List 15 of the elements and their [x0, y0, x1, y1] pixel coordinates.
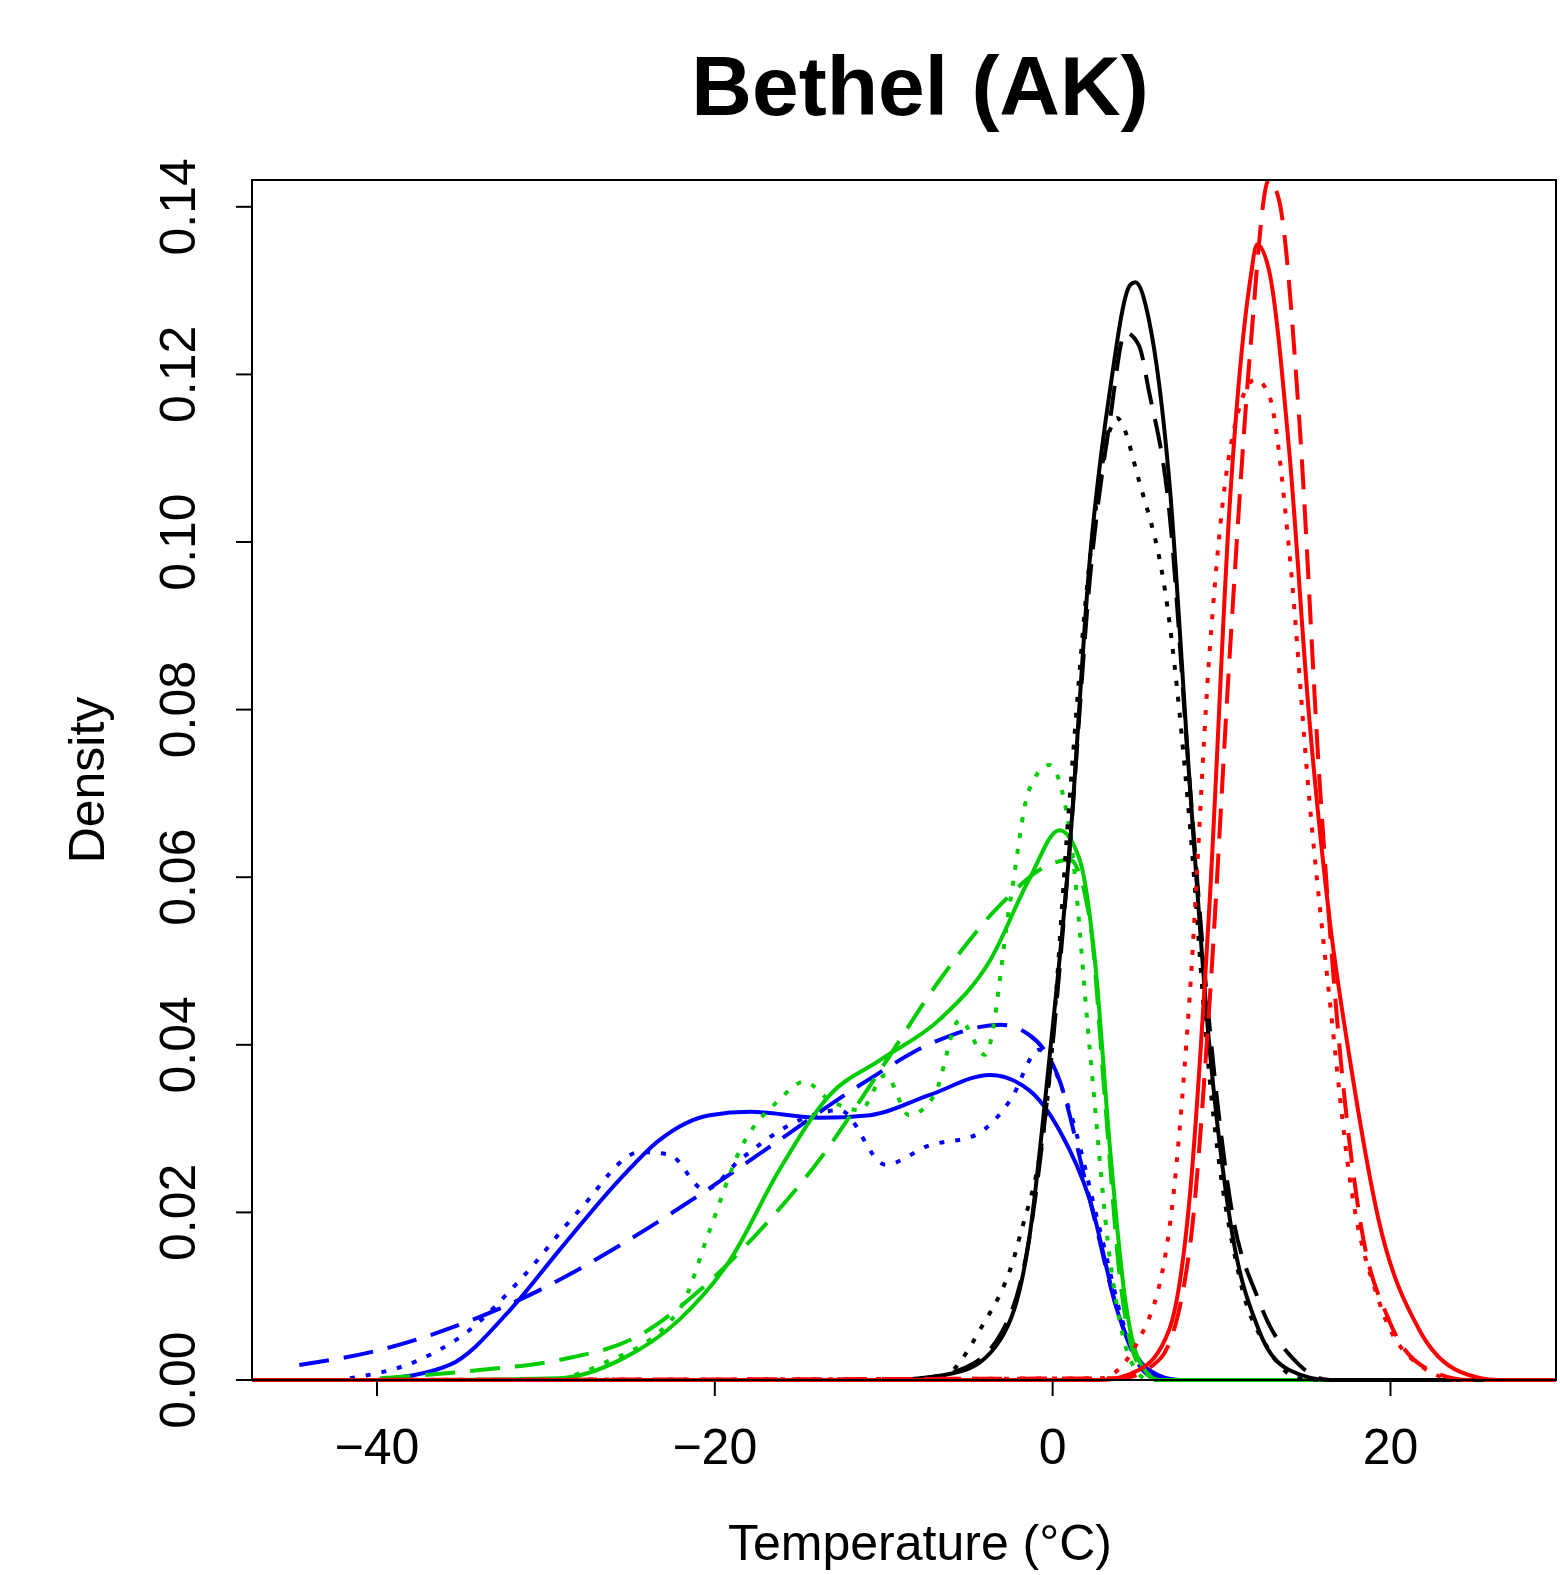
y-tick-label: 0.06: [150, 828, 206, 926]
y-tick-label: 0.14: [150, 158, 206, 256]
y-tick-label: 0.00: [150, 1331, 206, 1429]
x-tick-label: 0: [1038, 1419, 1067, 1475]
y-tick-label: 0.12: [150, 325, 206, 424]
x-axis-title: Temperature (°C): [728, 1515, 1112, 1571]
x-tick-label: 20: [1362, 1419, 1419, 1475]
x-tick-label: −20: [672, 1419, 758, 1475]
chart-title: Bethel (AK): [691, 39, 1149, 133]
y-tick-label: 0.08: [150, 660, 206, 759]
y-tick-label: 0.04: [150, 996, 206, 1094]
y-tick-label: 0.10: [150, 493, 206, 591]
y-axis-title: Density: [59, 696, 115, 864]
x-tick-label: −40: [334, 1419, 420, 1475]
y-tick-label: 0.02: [150, 1163, 206, 1262]
